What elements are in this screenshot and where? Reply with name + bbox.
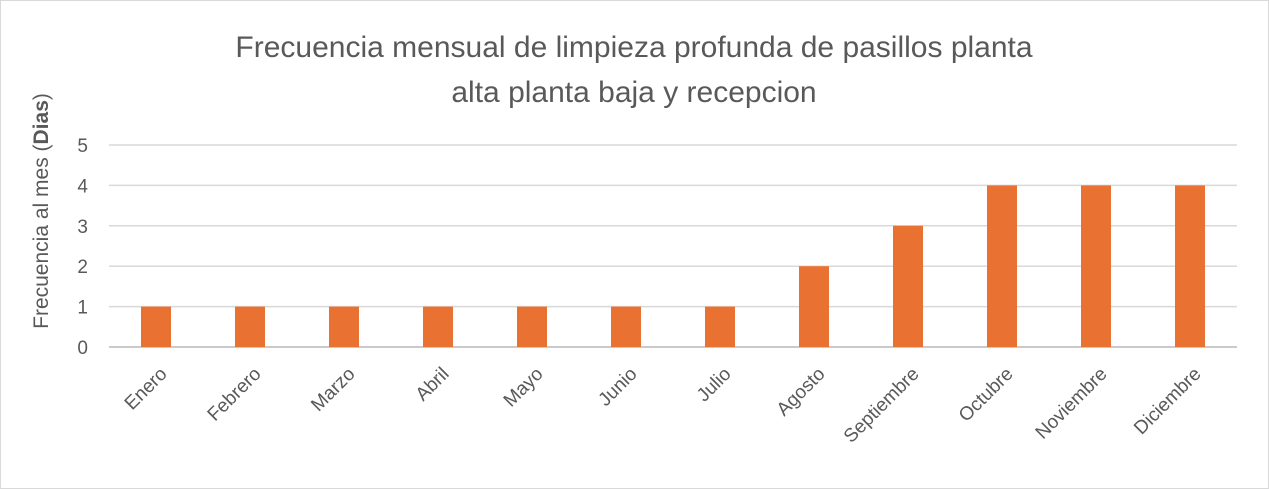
bar-abril — [423, 306, 453, 347]
y-tick-label: 4 — [77, 176, 88, 197]
x-tick-label: Junio — [595, 364, 642, 411]
x-tick-label: Marzo — [307, 364, 359, 416]
x-tick-label: Diciembre — [1130, 364, 1205, 439]
gridlines — [109, 144, 1237, 348]
y-tick-label: 3 — [77, 217, 88, 238]
bar-diciembre — [1175, 185, 1205, 347]
y-axis-label: Frecuencia al mes (Dias) — [30, 93, 53, 329]
x-tick-label: Octubre — [955, 364, 1018, 427]
y-tick-label: 0 — [77, 338, 88, 359]
bar-septiembre — [893, 225, 923, 347]
y-tick-label: 1 — [77, 298, 88, 319]
bar-julio — [705, 306, 735, 347]
y-axis-label-bold: Dias — [30, 100, 53, 144]
x-tick-label: Abril — [412, 364, 454, 406]
bar-enero — [141, 306, 171, 347]
bar-junio — [611, 306, 641, 347]
x-tick-label: Agosto — [773, 364, 830, 421]
y-tick-label: 5 — [77, 136, 88, 157]
y-axis-label-suffix: ) — [30, 93, 53, 100]
x-tick-label: Septiembre — [840, 364, 924, 448]
x-tick-label: Enero — [121, 364, 172, 415]
y-tick-label: 2 — [77, 257, 88, 278]
bar-octubre — [987, 185, 1017, 347]
x-tick-labels: Enero Febrero Marzo Abril Mayo Junio Julio Agos… — [121, 364, 1206, 448]
bar-noviembre — [1081, 185, 1111, 347]
x-tick-label: Mayo — [500, 364, 548, 412]
y-axis-label-prefix: Frecuencia al mes ( — [30, 144, 53, 328]
chart-title: Frecuencia mensual de limpieza profunda … — [101, 25, 1167, 115]
x-tick-label: Febrero — [204, 364, 266, 426]
y-tick-labels: 0 1 2 3 4 5 — [77, 136, 88, 359]
bars — [141, 185, 1205, 347]
bar-mayo — [517, 306, 547, 347]
chart-title-line-1: Frecuencia mensual de limpieza profunda … — [235, 31, 1033, 64]
bar-febrero — [235, 306, 265, 347]
x-tick-label: Julio — [693, 364, 735, 406]
bar-agosto — [799, 266, 829, 347]
chart-title-line-2: alta planta baja y recepcion — [451, 76, 817, 109]
x-tick-label: Noviembre — [1032, 364, 1112, 444]
bar-marzo — [329, 306, 359, 347]
